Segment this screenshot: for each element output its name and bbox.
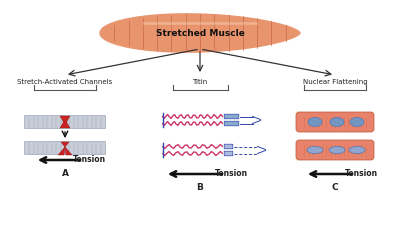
Polygon shape — [58, 147, 65, 155]
Text: Tension: Tension — [73, 155, 106, 165]
Polygon shape — [61, 142, 69, 147]
Polygon shape — [60, 116, 70, 122]
FancyBboxPatch shape — [24, 141, 106, 155]
FancyBboxPatch shape — [296, 112, 374, 132]
Text: Tension: Tension — [215, 170, 248, 178]
Text: A: A — [62, 168, 68, 178]
Ellipse shape — [349, 146, 365, 153]
FancyBboxPatch shape — [24, 116, 106, 128]
FancyBboxPatch shape — [224, 151, 233, 156]
Ellipse shape — [350, 118, 364, 126]
Text: C: C — [332, 183, 338, 192]
Ellipse shape — [329, 146, 345, 153]
Polygon shape — [60, 122, 70, 128]
Polygon shape — [100, 14, 300, 52]
Text: Stretched Muscle: Stretched Muscle — [156, 29, 244, 37]
Polygon shape — [65, 147, 72, 155]
Text: Stretch-Activated Channels: Stretch-Activated Channels — [17, 79, 113, 85]
Ellipse shape — [330, 118, 344, 126]
Text: B: B — [196, 183, 204, 192]
FancyBboxPatch shape — [224, 144, 233, 149]
Ellipse shape — [308, 118, 322, 126]
Text: Tension: Tension — [345, 170, 378, 178]
Text: Titin: Titin — [192, 79, 208, 85]
Ellipse shape — [307, 146, 323, 153]
FancyBboxPatch shape — [224, 114, 239, 119]
Text: Nuclear Flattening: Nuclear Flattening — [303, 79, 367, 85]
FancyBboxPatch shape — [224, 121, 239, 126]
FancyBboxPatch shape — [296, 140, 374, 160]
